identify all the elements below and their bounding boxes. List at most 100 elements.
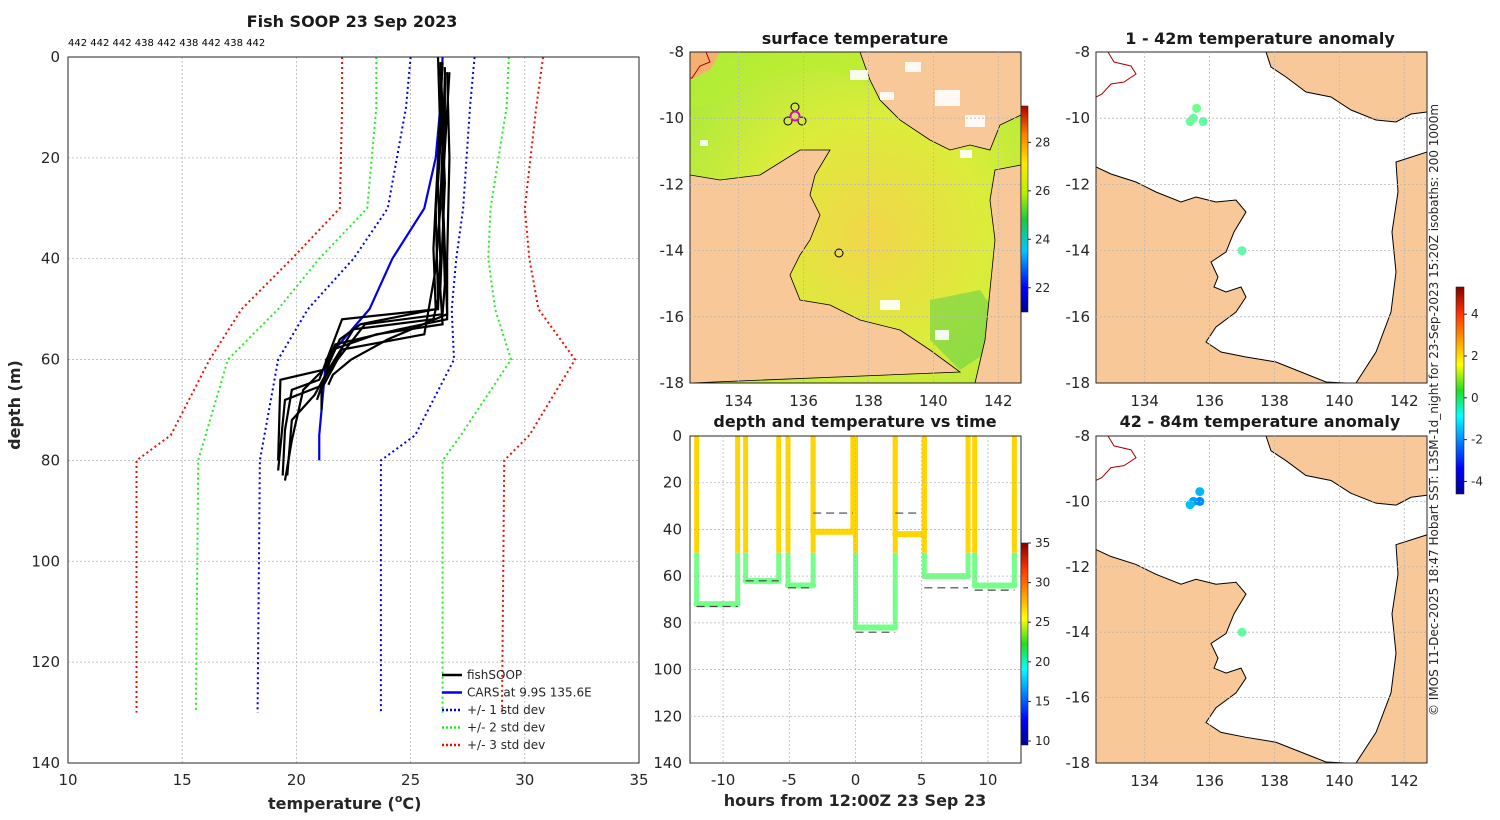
profile-ylabel: depth (m) — [5, 360, 24, 450]
colorbar-tick-label: 4 — [1471, 307, 1479, 321]
new-guinea-land — [1265, 52, 1427, 123]
profile-axes-box — [67, 56, 640, 764]
anomaly-point — [1185, 117, 1195, 127]
map-ytick-label: -16 — [1066, 689, 1091, 707]
map-ytick-label: -8 — [669, 43, 684, 61]
time-ytick-label: 20 — [663, 474, 682, 492]
anomaly-point — [1237, 246, 1247, 256]
time-ytick-label: 80 — [663, 614, 682, 632]
profile-legend: fishSOOP CARS at 9.9S 135.6E +/- 1 std dev… — [442, 668, 592, 752]
anomaly-deep-points — [1185, 487, 1247, 637]
time-ytick-label: 140 — [653, 754, 682, 772]
colorbar-tick-label: 30 — [1035, 576, 1050, 590]
profile-series-line — [441, 56, 513, 713]
fishsoop-profile — [286, 56, 442, 476]
fishsoop-profiles — [277, 56, 451, 481]
anomaly-point — [1237, 627, 1247, 637]
time-xtick-label: 10 — [978, 771, 997, 789]
anomaly-point — [1195, 487, 1205, 497]
arnhem-land — [1096, 549, 1347, 763]
sst-colorbar — [1020, 105, 1029, 313]
fishsoop-profile — [283, 61, 444, 481]
map-xtick-label: 142 — [1390, 392, 1419, 410]
surface-obs-points — [783, 102, 844, 258]
anomaly-shallow-map — [1096, 52, 1427, 383]
temp-colorbar-ticks: 10 15 20 25 30 35 — [1028, 536, 1050, 748]
credit-text: © IMOS 11-Dec-2025 18:47 Hobart SST: L3S… — [1427, 104, 1441, 716]
time-ytick-label: 40 — [663, 520, 682, 538]
profile-ytick-label: 40 — [41, 250, 60, 268]
colorbar-tick-label: 26 — [1035, 184, 1050, 198]
arnhem-land — [1096, 166, 1347, 383]
map-ytick-label: -18 — [1066, 374, 1091, 392]
fishsoop-profile — [277, 72, 451, 461]
anomaly-shallow-axes — [1095, 51, 1428, 384]
colorbar-tick-label: 15 — [1035, 694, 1050, 708]
profile-series-line — [135, 57, 344, 713]
map-ytick-label: -8 — [1075, 43, 1090, 61]
profile-grid — [68, 57, 639, 763]
anomaly-point — [1192, 103, 1202, 113]
fishsoop-profile — [281, 61, 444, 476]
time-ytick-label: 60 — [663, 567, 682, 585]
anomaly-point — [1185, 500, 1195, 510]
temp-colorbar — [1020, 542, 1029, 746]
cape-york — [1355, 534, 1427, 763]
profile-xtick-label: 15 — [173, 771, 192, 789]
profile-series-line — [500, 56, 577, 713]
surface-temperature-panel: surface temperature — [660, 29, 1051, 410]
map-xtick-label: 140 — [1325, 392, 1354, 410]
profile-ytick-label: 140 — [31, 754, 60, 772]
map-xtick-label: 140 — [919, 392, 948, 410]
time-xtick-label: 0 — [851, 771, 861, 789]
map-xtick-label: 142 — [1390, 772, 1419, 790]
profile-series-line — [379, 56, 476, 713]
anomaly-deep-ticks: 134 136 138 140 142 -8 -10 -12 -14 -16 -18 — [1066, 427, 1427, 790]
anomaly-deep-map — [1096, 436, 1427, 763]
profile-ytick-label: 60 — [41, 351, 60, 369]
anomaly-shallow-title: 1 - 42m temperature anomaly — [1125, 29, 1395, 48]
colorbar-tick-label: -2 — [1471, 433, 1483, 447]
profile-ticks: 10 15 20 25 30 35 0 20 40 60 80 100 120 140 — [31, 48, 648, 789]
map-ytick-label: -12 — [1066, 558, 1091, 576]
map-ytick-label: -14 — [660, 242, 685, 260]
new-guinea-land — [1265, 436, 1427, 506]
anomaly-shallow-ticks: 134 136 138 140 142 -8 -10 -12 -14 -16 -18 — [1066, 43, 1427, 410]
anomaly-shallow-points — [1185, 103, 1247, 256]
time-xlabel: hours from 12:00Z 23 Sep 23 — [724, 791, 986, 810]
isobath — [1096, 436, 1137, 481]
map-ytick-label: -14 — [1066, 623, 1091, 641]
depth-time-panel: depth and temperature vs time -10 -5 0 5 100… — [653, 412, 1050, 810]
map-ytick-label: -10 — [1066, 109, 1091, 127]
legend-entry: +/- 1 std dev — [467, 703, 545, 717]
map-ytick-label: -18 — [660, 374, 685, 392]
time-ytick-label: 120 — [653, 707, 682, 725]
map-ytick-label: -12 — [1066, 175, 1091, 193]
colorbar-tick-label: -4 — [1471, 474, 1483, 488]
fishsoop-profile — [320, 67, 446, 410]
colorbar-tick-label: 35 — [1035, 536, 1050, 550]
surface-title: surface temperature — [762, 29, 949, 48]
colorbar-tick-label: 25 — [1035, 615, 1050, 629]
profile-series-line — [194, 57, 378, 713]
fishsoop-profile — [277, 67, 446, 471]
map-xtick-label: 142 — [984, 392, 1013, 410]
colorbar-tick-label: 24 — [1035, 232, 1050, 246]
anomaly-deep-panel: 42 - 84m temperature anomaly 134 136 138 14… — [1066, 412, 1428, 790]
map-ytick-label: -18 — [1066, 754, 1091, 772]
fishsoop-profile — [327, 72, 451, 386]
sst-land-nw — [690, 52, 720, 80]
profile-xtick-label: 20 — [287, 771, 306, 789]
time-xtick-label: -5 — [782, 771, 797, 789]
colorbar-tick-label: 22 — [1035, 281, 1050, 295]
time-ytick-label: 100 — [653, 661, 682, 679]
time-xtick-label: -10 — [711, 771, 736, 789]
profile-ytick-label: 100 — [31, 552, 60, 570]
profile-ytick-label: 120 — [31, 653, 60, 671]
profile-title: Fish SOOP 23 Sep 2023 — [247, 12, 458, 31]
profile-series-line — [256, 56, 412, 713]
legend-entry: fishSOOP — [467, 668, 522, 682]
map-xtick-label: 136 — [1195, 772, 1224, 790]
time-ytick-label: 0 — [672, 427, 682, 445]
